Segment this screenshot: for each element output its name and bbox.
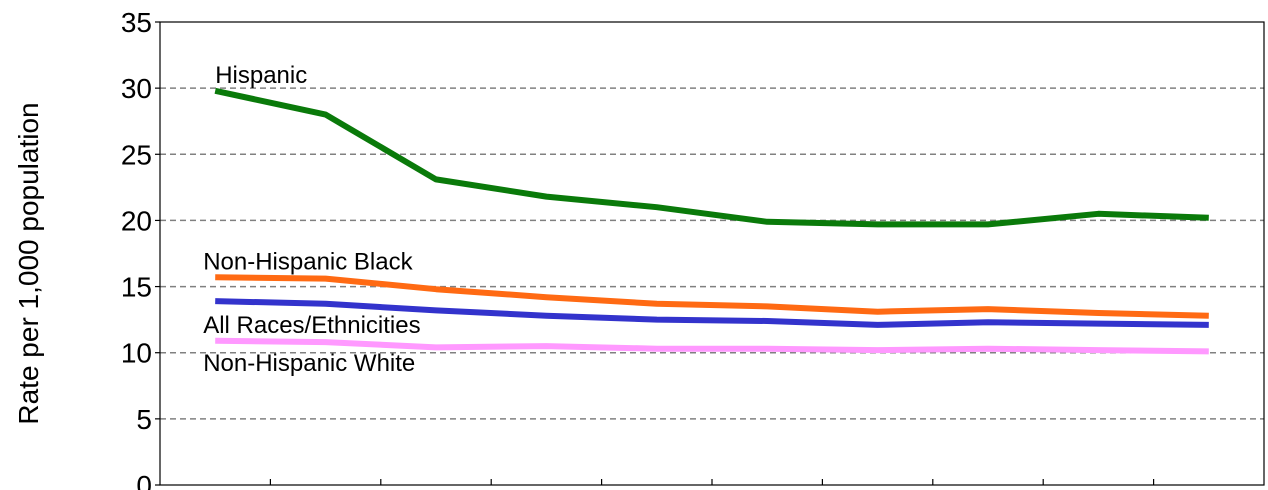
axes: Rate per 1,000 population 0 5 10 15 20 25 30 35 xyxy=(13,7,1265,490)
series-label: Non-Hispanic White xyxy=(203,350,415,377)
y-tick-label: 5 xyxy=(136,404,152,435)
series-lines xyxy=(214,87,1209,355)
y-axis-label: Rate per 1,000 population xyxy=(13,102,44,424)
y-tick-label: 20 xyxy=(121,205,152,236)
series-label: All Races/Ethnicities xyxy=(203,312,420,339)
y-tick-label: 10 xyxy=(121,338,152,369)
series-line xyxy=(215,337,1209,355)
series-label: Hispanic xyxy=(215,62,307,89)
gridlines xyxy=(160,87,1264,420)
y-tick-label: 35 xyxy=(121,7,152,38)
series-label: Non-Hispanic Black xyxy=(203,248,413,275)
series-line xyxy=(214,87,1209,228)
y-tick-label: 0 xyxy=(136,470,152,490)
y-tick-label: 15 xyxy=(121,272,152,303)
y-tick-label: 25 xyxy=(121,139,152,170)
series-line xyxy=(215,298,1209,328)
y-tick-label: 30 xyxy=(121,73,152,104)
series-line xyxy=(215,274,1209,319)
series-labels: Hispanic Non-Hispanic Black All Races/Ethn… xyxy=(203,62,420,377)
